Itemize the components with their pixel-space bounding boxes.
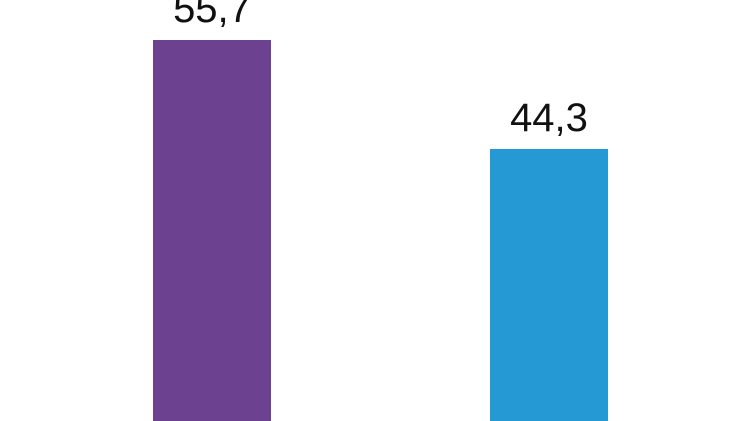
data-label: 55,7	[173, 0, 251, 31]
data-label: 44,3	[510, 96, 588, 140]
bar-2	[490, 148, 608, 421]
bar-1	[153, 40, 271, 421]
